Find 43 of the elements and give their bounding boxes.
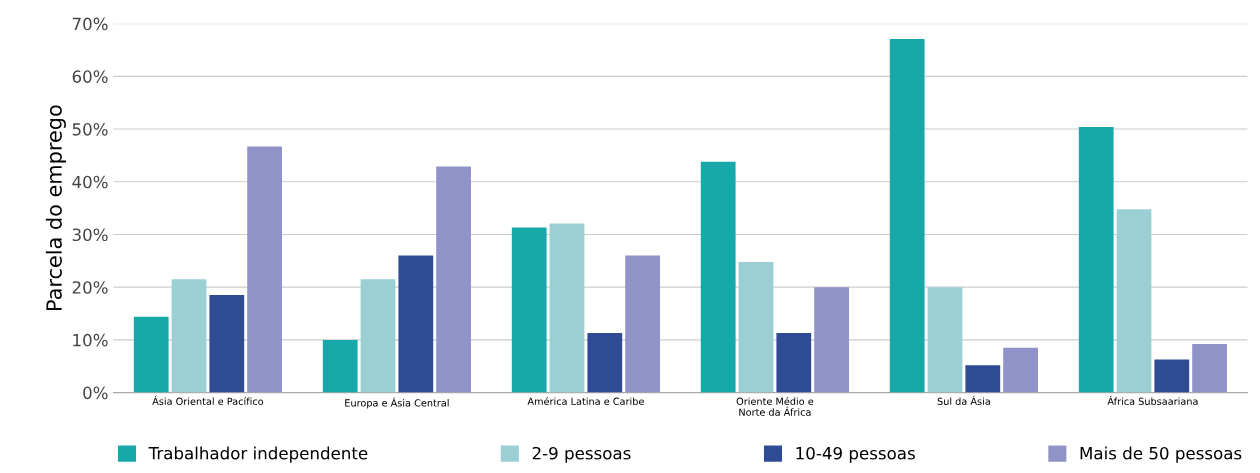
bar [889, 38, 925, 393]
legend-label: Trabalhador independente [148, 446, 368, 463]
bar [322, 339, 358, 393]
y-tick-label: 40% [72, 175, 108, 189]
bar [776, 333, 812, 393]
bar [436, 166, 471, 393]
bar [927, 287, 963, 393]
bar [814, 287, 849, 393]
x-tick-label: Oriente Médio e Norte da África [736, 397, 814, 416]
y-tick-label: 50% [72, 123, 108, 136]
bar [1003, 347, 1038, 393]
y-tick-label: 0% [83, 386, 108, 400]
bar [398, 255, 434, 393]
bar [1116, 209, 1152, 393]
bar [1154, 359, 1190, 393]
x-tick-label: Sul da Ásia [937, 395, 990, 405]
bar [549, 223, 585, 393]
y-tick-label: 30% [72, 228, 108, 242]
bar [625, 255, 660, 393]
y-tick-label: 20% [72, 281, 108, 294]
bar [247, 146, 282, 393]
bar [738, 261, 774, 393]
bar [1078, 126, 1114, 393]
bar [360, 279, 396, 393]
bar [587, 333, 623, 393]
bar [171, 279, 207, 393]
y-tick-label: 60% [72, 70, 108, 83]
y-tick-label: 70% [72, 17, 108, 31]
x-tick-label: África Subsaariana [1107, 395, 1198, 405]
bar [700, 161, 736, 393]
y-axis-title: Parcela do emprego [45, 105, 66, 310]
legend-label: Mais de 50 pessoas [1080, 446, 1242, 463]
bar [1192, 344, 1227, 393]
bar [511, 227, 547, 393]
x-tick-label: Ásia Oriental e Pacífico [152, 395, 264, 405]
y-tick-label: 10% [73, 333, 108, 347]
bar [965, 365, 1001, 393]
legend-label: 10-49 pessoas [796, 446, 915, 463]
bar [133, 316, 169, 393]
legend-label: 2-9 pessoas [532, 446, 631, 463]
x-tick-label: América Latina e Caribe [527, 397, 644, 405]
x-tick-label: Europa e Ásia Central [345, 397, 449, 409]
bar [209, 295, 245, 393]
